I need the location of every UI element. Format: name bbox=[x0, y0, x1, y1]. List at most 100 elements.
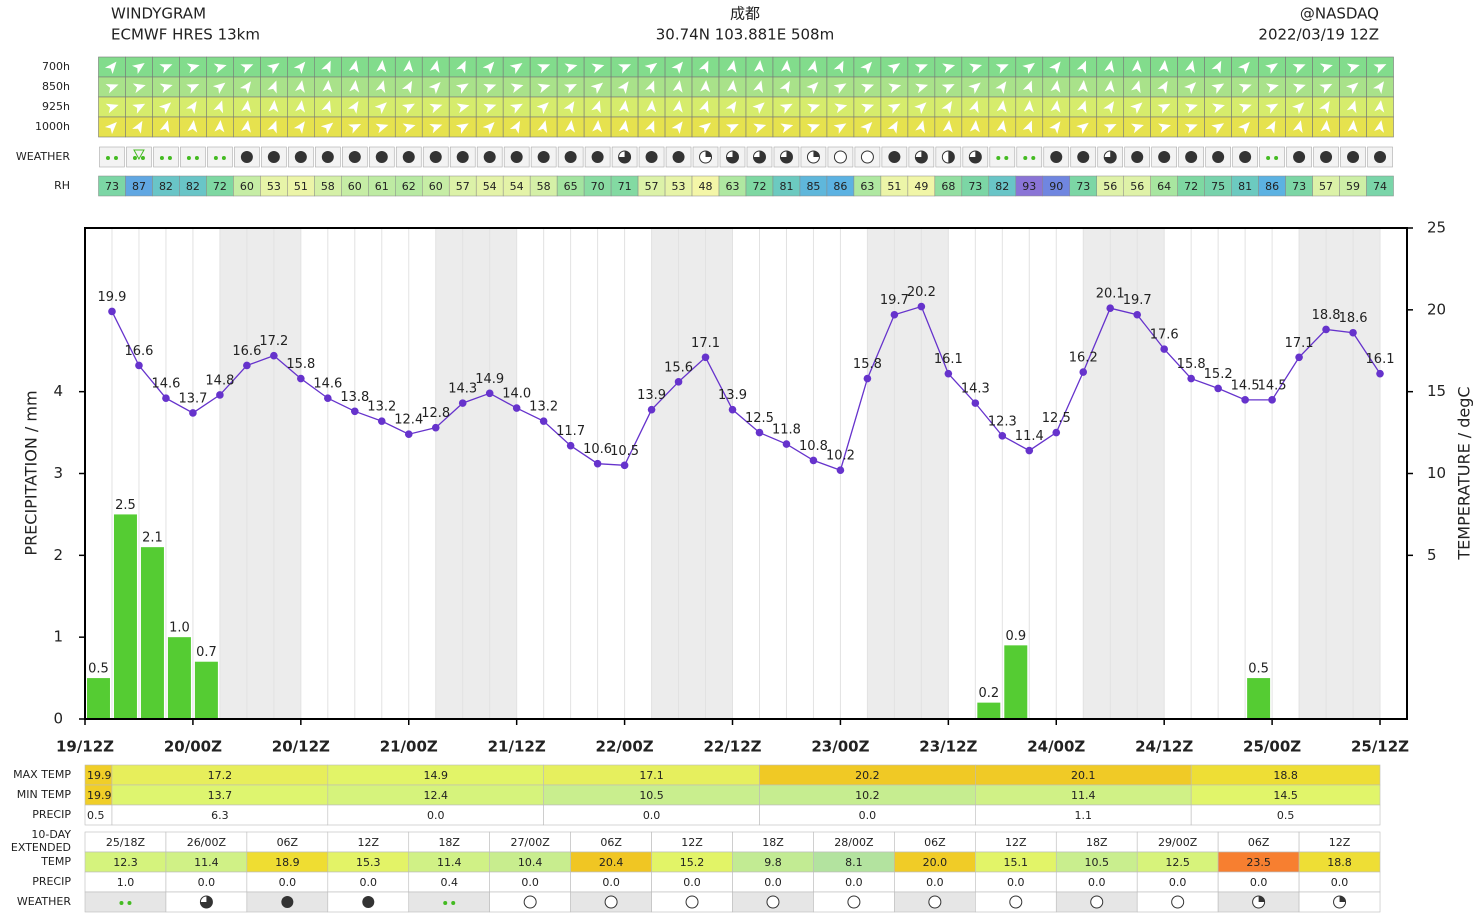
temperature-point bbox=[350, 407, 359, 416]
precip-bar bbox=[140, 547, 164, 719]
temperature-point bbox=[1214, 384, 1222, 393]
extended-time: 29/00Z bbox=[1158, 836, 1198, 849]
extended-time: 28/00Z bbox=[834, 836, 874, 849]
wind-arrow bbox=[509, 63, 523, 74]
x-tick-label: 25/00Z bbox=[1243, 738, 1301, 756]
y-tick-label: 4 bbox=[53, 382, 63, 400]
wind-arrow bbox=[969, 63, 983, 74]
temperature-point bbox=[404, 430, 413, 439]
wind-arrow bbox=[105, 103, 119, 114]
extended-time: 06Z bbox=[277, 836, 299, 849]
temperature-label: 20.1 bbox=[1096, 287, 1125, 302]
wind-arrow bbox=[401, 80, 413, 94]
overcast-icon bbox=[348, 151, 361, 163]
overcast-icon bbox=[564, 151, 577, 163]
daily-value: 0.0 bbox=[643, 809, 661, 822]
temperature-point bbox=[431, 423, 440, 432]
level-label: 1000h bbox=[35, 120, 70, 133]
temperature-point bbox=[998, 432, 1007, 440]
rain-dot bbox=[1266, 156, 1271, 160]
wind-arrow bbox=[1076, 60, 1087, 74]
wind-arrow bbox=[698, 122, 712, 135]
wind-arrow bbox=[159, 64, 173, 74]
extended-value: 11.4 bbox=[194, 856, 219, 869]
overcast-icon bbox=[1185, 151, 1198, 163]
wind-arrow bbox=[1238, 121, 1250, 135]
rh-value: 87 bbox=[132, 180, 146, 193]
precip-bar bbox=[113, 514, 137, 719]
temperature-point bbox=[189, 409, 197, 417]
plot-frame bbox=[84, 227, 1408, 720]
wind-arrow bbox=[591, 63, 605, 74]
wind-arrow bbox=[833, 60, 844, 74]
wind-arrow bbox=[1265, 103, 1279, 114]
sky-icon bbox=[1171, 895, 1185, 909]
temperature-label: 18.8 bbox=[1312, 308, 1341, 323]
overcast-icon bbox=[672, 151, 685, 163]
wind-arrow bbox=[779, 103, 793, 114]
extended-value: 18.8 bbox=[1327, 856, 1352, 869]
x-tick-label: 22/00Z bbox=[596, 738, 654, 756]
rh-value: 53 bbox=[672, 180, 686, 193]
wind-arrow bbox=[1211, 60, 1222, 74]
rain-dot bbox=[167, 156, 172, 160]
x-tick-label: 24/00Z bbox=[1027, 738, 1085, 756]
rain-dot bbox=[113, 156, 118, 160]
precip-label: 2.1 bbox=[142, 531, 163, 546]
temperature-point bbox=[1376, 369, 1384, 378]
wind-arrow bbox=[564, 63, 578, 74]
wind-arrow bbox=[1157, 80, 1168, 94]
precip-label: 0.7 bbox=[196, 645, 217, 660]
wind-arrow bbox=[1103, 124, 1117, 134]
wind-arrow bbox=[322, 80, 333, 93]
rh-value: 60 bbox=[348, 180, 362, 193]
sky-icon bbox=[766, 895, 780, 909]
wind-arrow bbox=[374, 102, 387, 115]
temperature-label: 15.8 bbox=[286, 357, 315, 372]
rain-dot bbox=[1031, 156, 1036, 160]
extended-time: 26/00Z bbox=[187, 836, 227, 849]
row-label: MAX TEMP bbox=[13, 768, 71, 781]
wind-arrow bbox=[969, 100, 979, 114]
wind-arrow bbox=[267, 80, 277, 94]
wind-arrow bbox=[1104, 60, 1115, 73]
rh-value: 54 bbox=[510, 180, 524, 193]
app-title: WINDYGRAM bbox=[111, 5, 206, 23]
sky-icon bbox=[523, 895, 537, 909]
y-tick-label: 2 bbox=[53, 546, 63, 564]
wind-arrow bbox=[753, 80, 763, 94]
temperature-point bbox=[297, 374, 305, 383]
temperature-label: 15.8 bbox=[853, 357, 882, 372]
overcast-icon bbox=[402, 151, 415, 163]
extended-time: 12Z bbox=[681, 836, 703, 849]
row-label: WEATHER bbox=[17, 895, 71, 908]
wind-arrow bbox=[456, 103, 470, 114]
wind-arrow bbox=[1265, 120, 1276, 134]
x-tick-label: 19/12Z bbox=[56, 738, 114, 756]
wind-arrow bbox=[942, 120, 953, 133]
daily-value: 18.8 bbox=[1273, 769, 1298, 782]
wind-arrow bbox=[1319, 101, 1330, 114]
temperature-point bbox=[377, 417, 386, 425]
wind-arrow bbox=[456, 60, 466, 74]
wind-arrow bbox=[212, 82, 226, 95]
extended-cell bbox=[408, 891, 490, 913]
rain-dot bbox=[1004, 156, 1009, 160]
wind-arrow bbox=[1022, 120, 1033, 134]
wind-arrow bbox=[1292, 120, 1303, 134]
wind-arrow bbox=[888, 83, 902, 94]
wind-arrow bbox=[537, 64, 551, 74]
extended-value: 0.0 bbox=[360, 876, 378, 889]
rh-value: 73 bbox=[968, 180, 982, 193]
temperature-point bbox=[890, 310, 899, 319]
wind-arrow bbox=[565, 120, 575, 133]
wind-arrow bbox=[807, 124, 821, 134]
temperature-label: 16.2 bbox=[1069, 351, 1098, 366]
extended-time: 18Z bbox=[438, 836, 460, 849]
cloud-fraction bbox=[705, 151, 712, 157]
rain-dot bbox=[1274, 156, 1279, 160]
wind-arrow bbox=[401, 103, 415, 114]
wind-arrow bbox=[1292, 83, 1306, 94]
temperature-point bbox=[1079, 368, 1088, 376]
overcast-icon bbox=[1374, 151, 1387, 163]
